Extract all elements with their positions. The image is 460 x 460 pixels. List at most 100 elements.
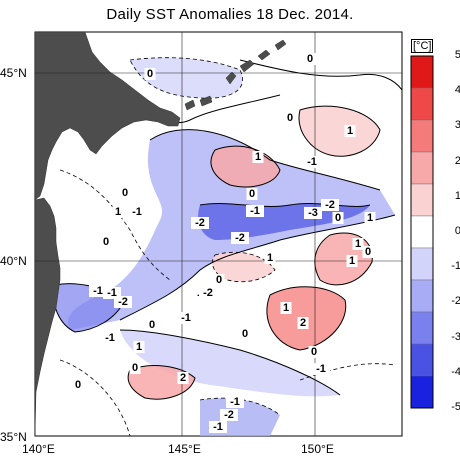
contour-label-bg [226,396,244,408]
contour-label: 0 [75,379,81,391]
contour-label: 0 [311,346,317,358]
contour-label: 0 [307,53,313,65]
contour-label-bg [119,187,131,199]
contour-label-bg [114,296,132,308]
kuril-island-4 [199,95,213,107]
colorbar-tick-label: 3 [454,119,460,132]
lon-tick-150: 150°E [301,442,334,456]
kuril-island-6 [274,39,287,51]
contour-label-bg [112,206,124,218]
lat-tick-45: 45°N [0,66,27,80]
contour-label-bg [344,125,356,137]
contour-label: -1 [93,285,103,297]
contour-label-bg [312,363,330,375]
colorbar-swatch [410,55,434,89]
colorbar-tick-label: -5 [451,401,460,413]
pos-ne-region [299,106,380,157]
contour-label-bg [100,236,112,248]
colorbar-tick-label: -2 [451,295,460,308]
colorbar-tick-label: 5 [454,49,460,61]
colorbar-tick-label: -1 [451,260,460,273]
contour-label-bg [129,362,141,374]
colorbar-swatch [410,279,434,313]
contour-label: 1 [115,206,121,218]
colorbar-tick-label: 1 [454,189,460,202]
contour-label: -1 [107,287,117,299]
lon-tick-140: 140°E [22,442,55,456]
contour-label-bg [364,212,376,224]
contour-label-bg [177,312,195,324]
contour-label-bg [297,317,309,329]
contour-label: 0 [365,246,371,258]
kuril-island-1 [225,71,237,85]
contour-label-bg [280,302,292,314]
contour-label-bg [321,199,339,211]
contour-label: -2 [118,296,128,308]
map-title: Daily SST Anomalies 18 Dec. 2014. [106,6,354,23]
contour-label: 1 [283,302,289,314]
contour-label: 0 [335,212,341,224]
contour-label: 1 [255,151,261,163]
contour-label-bg [332,212,344,224]
contour-label: -1 [213,421,223,433]
contour-label-bg [220,409,238,421]
contour-label: 0 [149,319,155,331]
contour-label: -1 [230,396,240,408]
contour-label: -1 [132,206,142,218]
contour-label-bg [128,206,146,218]
colorbar-swatch [410,215,434,249]
contour-label: 1 [347,125,353,137]
contour-label: -1 [105,332,115,344]
contour-lines [53,59,402,400]
contour-label: 0 [249,188,255,200]
contour-label-bg [146,319,158,331]
lon-tick-145: 145°E [168,442,201,456]
colorbar-tick-label: 4 [454,84,460,97]
contour-label-bg [246,205,264,217]
contour-label-bg [101,332,119,344]
contour-label: 0 [132,362,138,374]
contour-label-bg [284,112,296,124]
contour-label: 0 [103,236,109,248]
contour-label: 2 [300,317,306,329]
contour-label: -2 [203,287,213,299]
colorbar-tick-label: 2 [454,154,460,167]
colorbar-frame [410,55,434,409]
kuril-island-5 [184,99,196,111]
contour-label-bg [264,252,276,264]
contour-label-bg [199,287,217,299]
land [35,32,287,436]
contour-label: -1 [316,363,326,375]
contour-label-bg [231,232,249,244]
contour-label-bg [239,328,251,340]
kuril-island-2 [239,59,255,73]
contour-label: 0 [122,187,128,199]
hokkaido-landmass [35,32,181,201]
contour-label-bg [346,255,358,267]
colorbar-swatch [410,375,434,409]
colorbar-tick-label: 0 [454,225,460,237]
neg-north-region [130,57,243,99]
colorbar-tick-label: -4 [451,365,460,378]
contour-label: 0 [147,68,153,80]
contour-label-bg [177,372,189,384]
anomaly-shading [53,57,395,436]
contour-label-bg [304,207,322,219]
colorbar-swatch [410,119,434,153]
contour-label-bg [133,341,145,353]
contour-label: -1 [181,312,191,324]
colorbar-swatch [410,247,434,281]
colorbar-swatch [410,343,434,377]
contour-label-bg [209,421,227,433]
contour-label: 1 [367,212,373,224]
contour-label-bg [308,346,320,358]
contour-label-bg [252,151,264,163]
contour-label-bg [304,53,316,65]
colorbar-swatch [410,183,434,217]
contour-label: -2 [195,217,205,229]
contour-label: -3 [308,207,318,219]
contour-label: 0 [287,112,293,124]
contour-label-bg [362,246,374,258]
contour-label-bg [213,274,225,286]
